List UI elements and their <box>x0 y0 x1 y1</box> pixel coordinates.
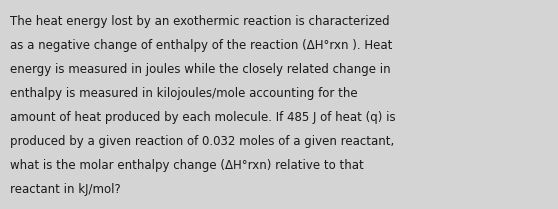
Text: The heat energy lost by an exothermic reaction is characterized: The heat energy lost by an exothermic re… <box>10 15 389 28</box>
Text: as a negative change of enthalpy of the reaction (ΔH°rxn ). Heat: as a negative change of enthalpy of the … <box>10 39 392 52</box>
Text: energy is measured in joules while the closely related change in: energy is measured in joules while the c… <box>10 63 391 76</box>
Text: reactant in kJ/mol?: reactant in kJ/mol? <box>10 183 121 196</box>
Text: produced by a given reaction of 0.032 moles of a given reactant,: produced by a given reaction of 0.032 mo… <box>10 135 395 148</box>
Text: amount of heat produced by each molecule. If 485 J of heat (q) is: amount of heat produced by each molecule… <box>10 111 396 124</box>
Text: enthalpy is measured in kilojoules/mole accounting for the: enthalpy is measured in kilojoules/mole … <box>10 87 358 100</box>
Text: what is the molar enthalpy change (ΔH°rxn) relative to that: what is the molar enthalpy change (ΔH°rx… <box>10 159 364 172</box>
